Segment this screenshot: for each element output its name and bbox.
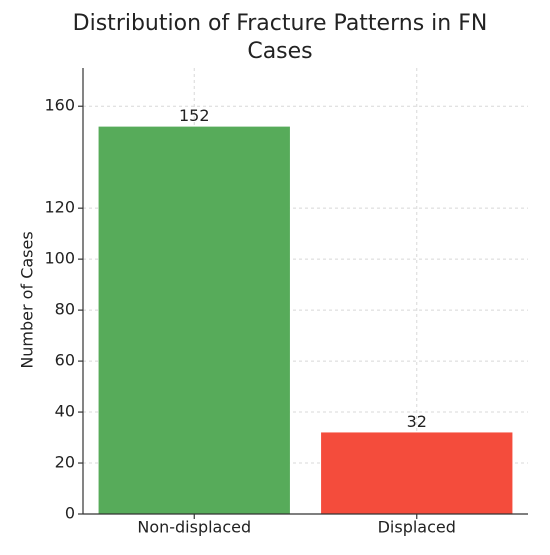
y-tick-label: 80: [55, 300, 75, 319]
y-tick-label: 40: [55, 402, 75, 421]
bar: [321, 432, 513, 514]
y-axis-label: Number of Cases: [18, 231, 37, 368]
y-tick-label: 120: [44, 198, 75, 217]
y-tick-label: 20: [55, 453, 75, 472]
chart-title: Distribution of Fracture Patterns in FN …: [72, 11, 488, 64]
y-tick-label: 100: [44, 249, 75, 268]
x-tick-label: Displaced: [378, 518, 456, 537]
y-tick-label: 60: [55, 351, 75, 370]
value-label: 152: [179, 106, 210, 125]
y-tick-label: 0: [65, 504, 75, 523]
y-tick-label: 160: [44, 96, 75, 115]
bar: [98, 126, 290, 515]
x-tick-label: Non-displaced: [137, 518, 251, 537]
value-label: 32: [407, 412, 427, 431]
